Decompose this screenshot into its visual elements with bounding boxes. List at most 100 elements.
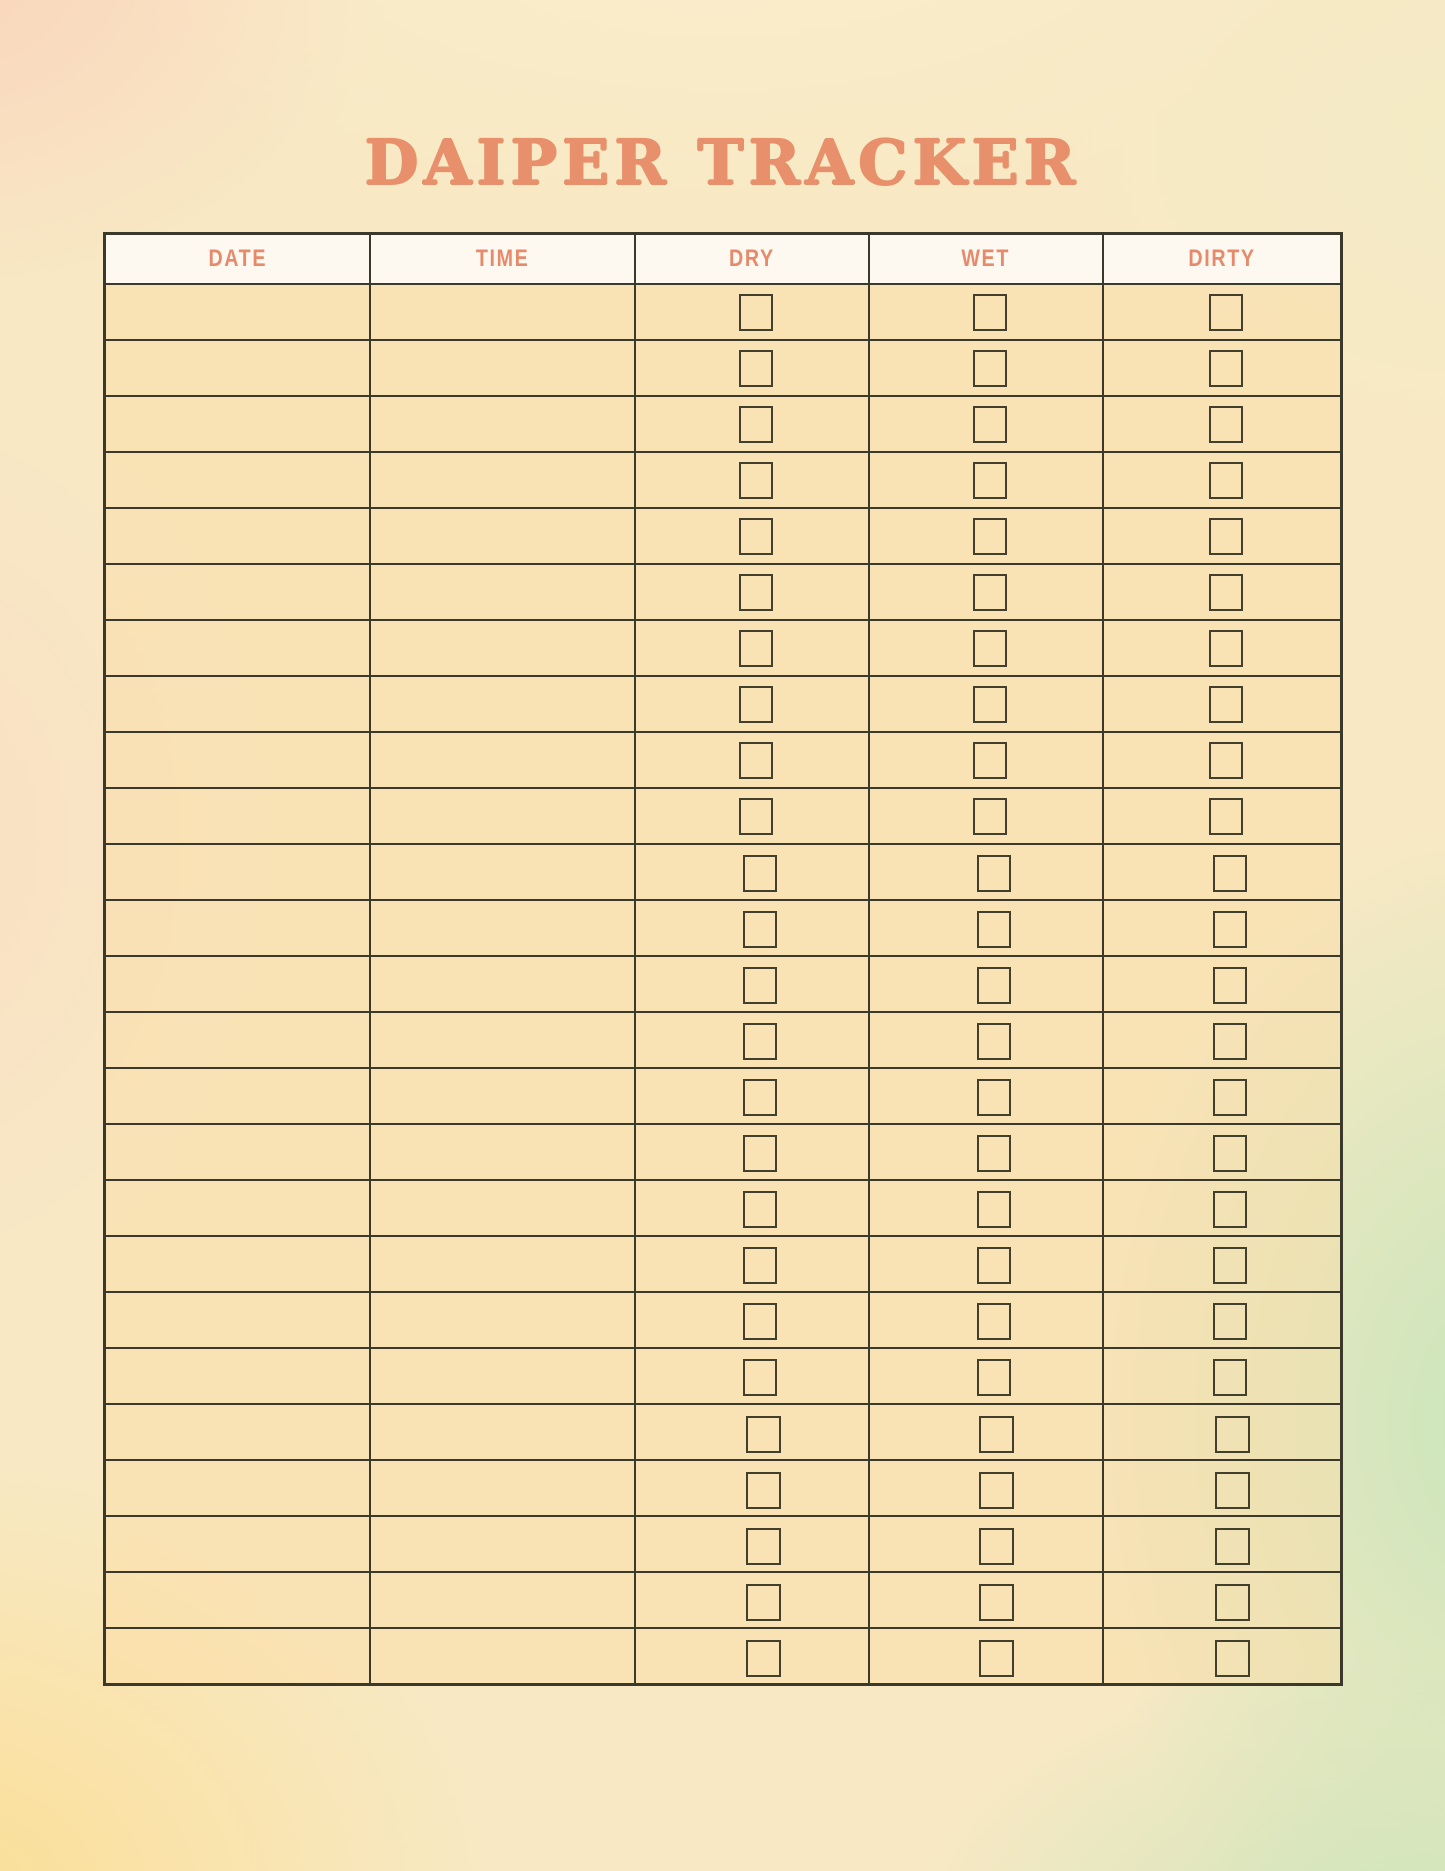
- wet-checkbox[interactable]: [976, 854, 1011, 892]
- dirty-checkbox[interactable]: [1208, 349, 1243, 387]
- wet-checkbox[interactable]: [979, 1471, 1015, 1509]
- dry-checkbox[interactable]: [743, 1022, 778, 1060]
- wet-checkbox[interactable]: [979, 1639, 1015, 1677]
- wet-checkbox[interactable]: [979, 1583, 1015, 1621]
- date-cell[interactable]: [103, 955, 372, 1013]
- dry-checkbox[interactable]: [743, 1302, 778, 1340]
- dry-checkbox[interactable]: [743, 1246, 778, 1284]
- dirty-checkbox[interactable]: [1212, 1358, 1247, 1396]
- wet-checkbox[interactable]: [979, 1527, 1015, 1565]
- date-cell[interactable]: [103, 899, 372, 957]
- wet-checkbox[interactable]: [976, 966, 1011, 1004]
- dirty-checkbox[interactable]: [1212, 854, 1247, 892]
- wet-checkbox[interactable]: [976, 1246, 1011, 1284]
- time-cell[interactable]: [369, 451, 637, 509]
- date-cell[interactable]: [103, 1179, 372, 1237]
- date-cell[interactable]: [103, 507, 372, 565]
- wet-checkbox[interactable]: [972, 517, 1007, 555]
- dirty-checkbox[interactable]: [1212, 966, 1247, 1004]
- dry-checkbox[interactable]: [743, 1358, 778, 1396]
- dirty-checkbox[interactable]: [1212, 1134, 1247, 1172]
- dirty-checkbox[interactable]: [1215, 1583, 1251, 1621]
- date-cell[interactable]: [103, 1459, 372, 1517]
- date-cell[interactable]: [103, 1627, 372, 1686]
- time-cell[interactable]: [369, 1403, 637, 1461]
- time-cell[interactable]: [369, 1459, 637, 1517]
- date-cell[interactable]: [103, 1011, 372, 1069]
- time-cell[interactable]: [369, 563, 637, 621]
- date-cell[interactable]: [103, 1515, 372, 1573]
- time-cell[interactable]: [369, 1347, 637, 1405]
- time-cell[interactable]: [369, 1291, 637, 1349]
- dirty-checkbox[interactable]: [1212, 1190, 1247, 1228]
- wet-checkbox[interactable]: [976, 1078, 1011, 1116]
- time-cell[interactable]: [369, 1011, 637, 1069]
- time-cell[interactable]: [369, 899, 637, 957]
- date-cell[interactable]: [103, 1347, 372, 1405]
- dry-checkbox[interactable]: [739, 797, 774, 835]
- dirty-checkbox[interactable]: [1208, 797, 1243, 835]
- wet-checkbox[interactable]: [976, 1190, 1011, 1228]
- date-cell[interactable]: [103, 1571, 372, 1629]
- time-cell[interactable]: [369, 395, 637, 453]
- dry-checkbox[interactable]: [743, 1134, 778, 1172]
- time-cell[interactable]: [369, 1515, 637, 1573]
- dirty-checkbox[interactable]: [1215, 1639, 1251, 1677]
- time-cell[interactable]: [369, 1571, 637, 1629]
- dirty-checkbox[interactable]: [1215, 1415, 1251, 1453]
- wet-checkbox[interactable]: [972, 573, 1007, 611]
- dry-checkbox[interactable]: [739, 685, 774, 723]
- date-cell[interactable]: [103, 675, 372, 733]
- dry-checkbox[interactable]: [745, 1415, 781, 1453]
- time-cell[interactable]: [369, 1067, 637, 1125]
- date-cell[interactable]: [103, 843, 372, 901]
- time-cell[interactable]: [369, 843, 637, 901]
- dirty-checkbox[interactable]: [1208, 461, 1243, 499]
- date-cell[interactable]: [103, 1235, 372, 1293]
- date-cell[interactable]: [103, 731, 372, 789]
- wet-checkbox[interactable]: [972, 405, 1007, 443]
- time-cell[interactable]: [369, 1235, 637, 1293]
- date-cell[interactable]: [103, 339, 372, 397]
- dirty-checkbox[interactable]: [1208, 517, 1243, 555]
- time-cell[interactable]: [369, 1179, 637, 1237]
- dry-checkbox[interactable]: [739, 517, 774, 555]
- dirty-checkbox[interactable]: [1212, 1302, 1247, 1340]
- wet-checkbox[interactable]: [972, 349, 1007, 387]
- wet-checkbox[interactable]: [976, 1302, 1011, 1340]
- dry-checkbox[interactable]: [739, 573, 774, 611]
- wet-checkbox[interactable]: [976, 1358, 1011, 1396]
- date-cell[interactable]: [103, 619, 372, 677]
- wet-checkbox[interactable]: [979, 1415, 1015, 1453]
- time-cell[interactable]: [369, 507, 637, 565]
- wet-checkbox[interactable]: [972, 797, 1007, 835]
- dry-checkbox[interactable]: [743, 1190, 778, 1228]
- dirty-checkbox[interactable]: [1208, 573, 1243, 611]
- time-cell[interactable]: [369, 619, 637, 677]
- time-cell[interactable]: [369, 731, 637, 789]
- dry-checkbox[interactable]: [743, 1078, 778, 1116]
- time-cell[interactable]: [369, 283, 637, 341]
- dry-checkbox[interactable]: [739, 741, 774, 779]
- time-cell[interactable]: [369, 955, 637, 1013]
- date-cell[interactable]: [103, 1291, 372, 1349]
- wet-checkbox[interactable]: [972, 293, 1007, 331]
- dry-checkbox[interactable]: [743, 854, 778, 892]
- dirty-checkbox[interactable]: [1212, 1022, 1247, 1060]
- date-cell[interactable]: [103, 563, 372, 621]
- dirty-checkbox[interactable]: [1208, 741, 1243, 779]
- date-cell[interactable]: [103, 451, 372, 509]
- time-cell[interactable]: [369, 1123, 637, 1181]
- dry-checkbox[interactable]: [739, 629, 774, 667]
- dirty-checkbox[interactable]: [1212, 1246, 1247, 1284]
- dry-checkbox[interactable]: [745, 1527, 781, 1565]
- dirty-checkbox[interactable]: [1208, 685, 1243, 723]
- dry-checkbox[interactable]: [743, 910, 778, 948]
- wet-checkbox[interactable]: [976, 910, 1011, 948]
- dry-checkbox[interactable]: [739, 349, 774, 387]
- time-cell[interactable]: [369, 1627, 637, 1686]
- dirty-checkbox[interactable]: [1208, 629, 1243, 667]
- wet-checkbox[interactable]: [976, 1134, 1011, 1172]
- time-cell[interactable]: [369, 787, 637, 845]
- wet-checkbox[interactable]: [972, 741, 1007, 779]
